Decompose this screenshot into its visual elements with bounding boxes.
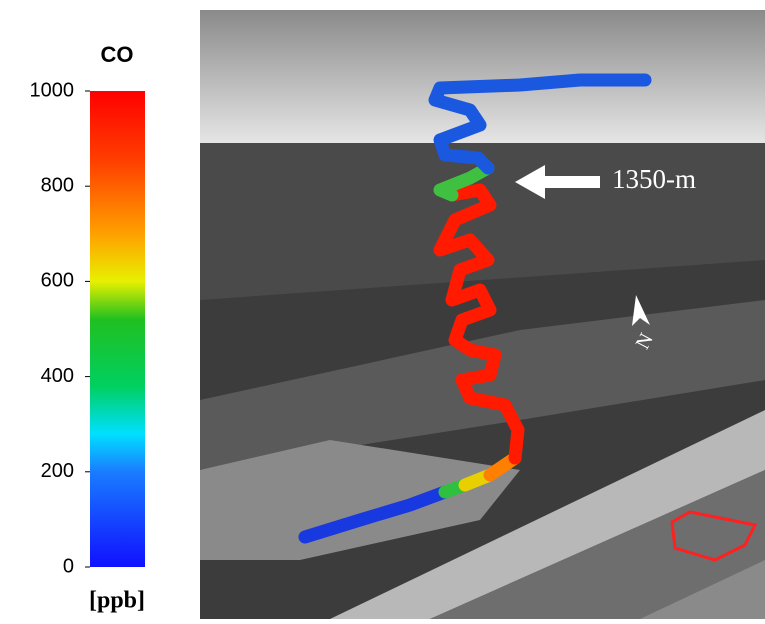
compass-arrow: [632, 295, 650, 326]
colorbar-unit: [ppb]: [89, 588, 145, 614]
colorbar: [90, 91, 145, 567]
y-tick-label: 800: [41, 174, 74, 196]
colorbar-title: CO: [101, 42, 134, 67]
arrow: [515, 165, 600, 199]
y-tick-label: 1000: [30, 79, 75, 101]
y-tick-label: 400: [41, 365, 74, 387]
annotation: 1350-m: [612, 164, 696, 194]
y-tick-label: 200: [41, 460, 74, 482]
y-tick-label: 600: [41, 270, 74, 292]
flight-path: [298, 73, 652, 544]
y-tick-label: 0: [63, 555, 74, 577]
